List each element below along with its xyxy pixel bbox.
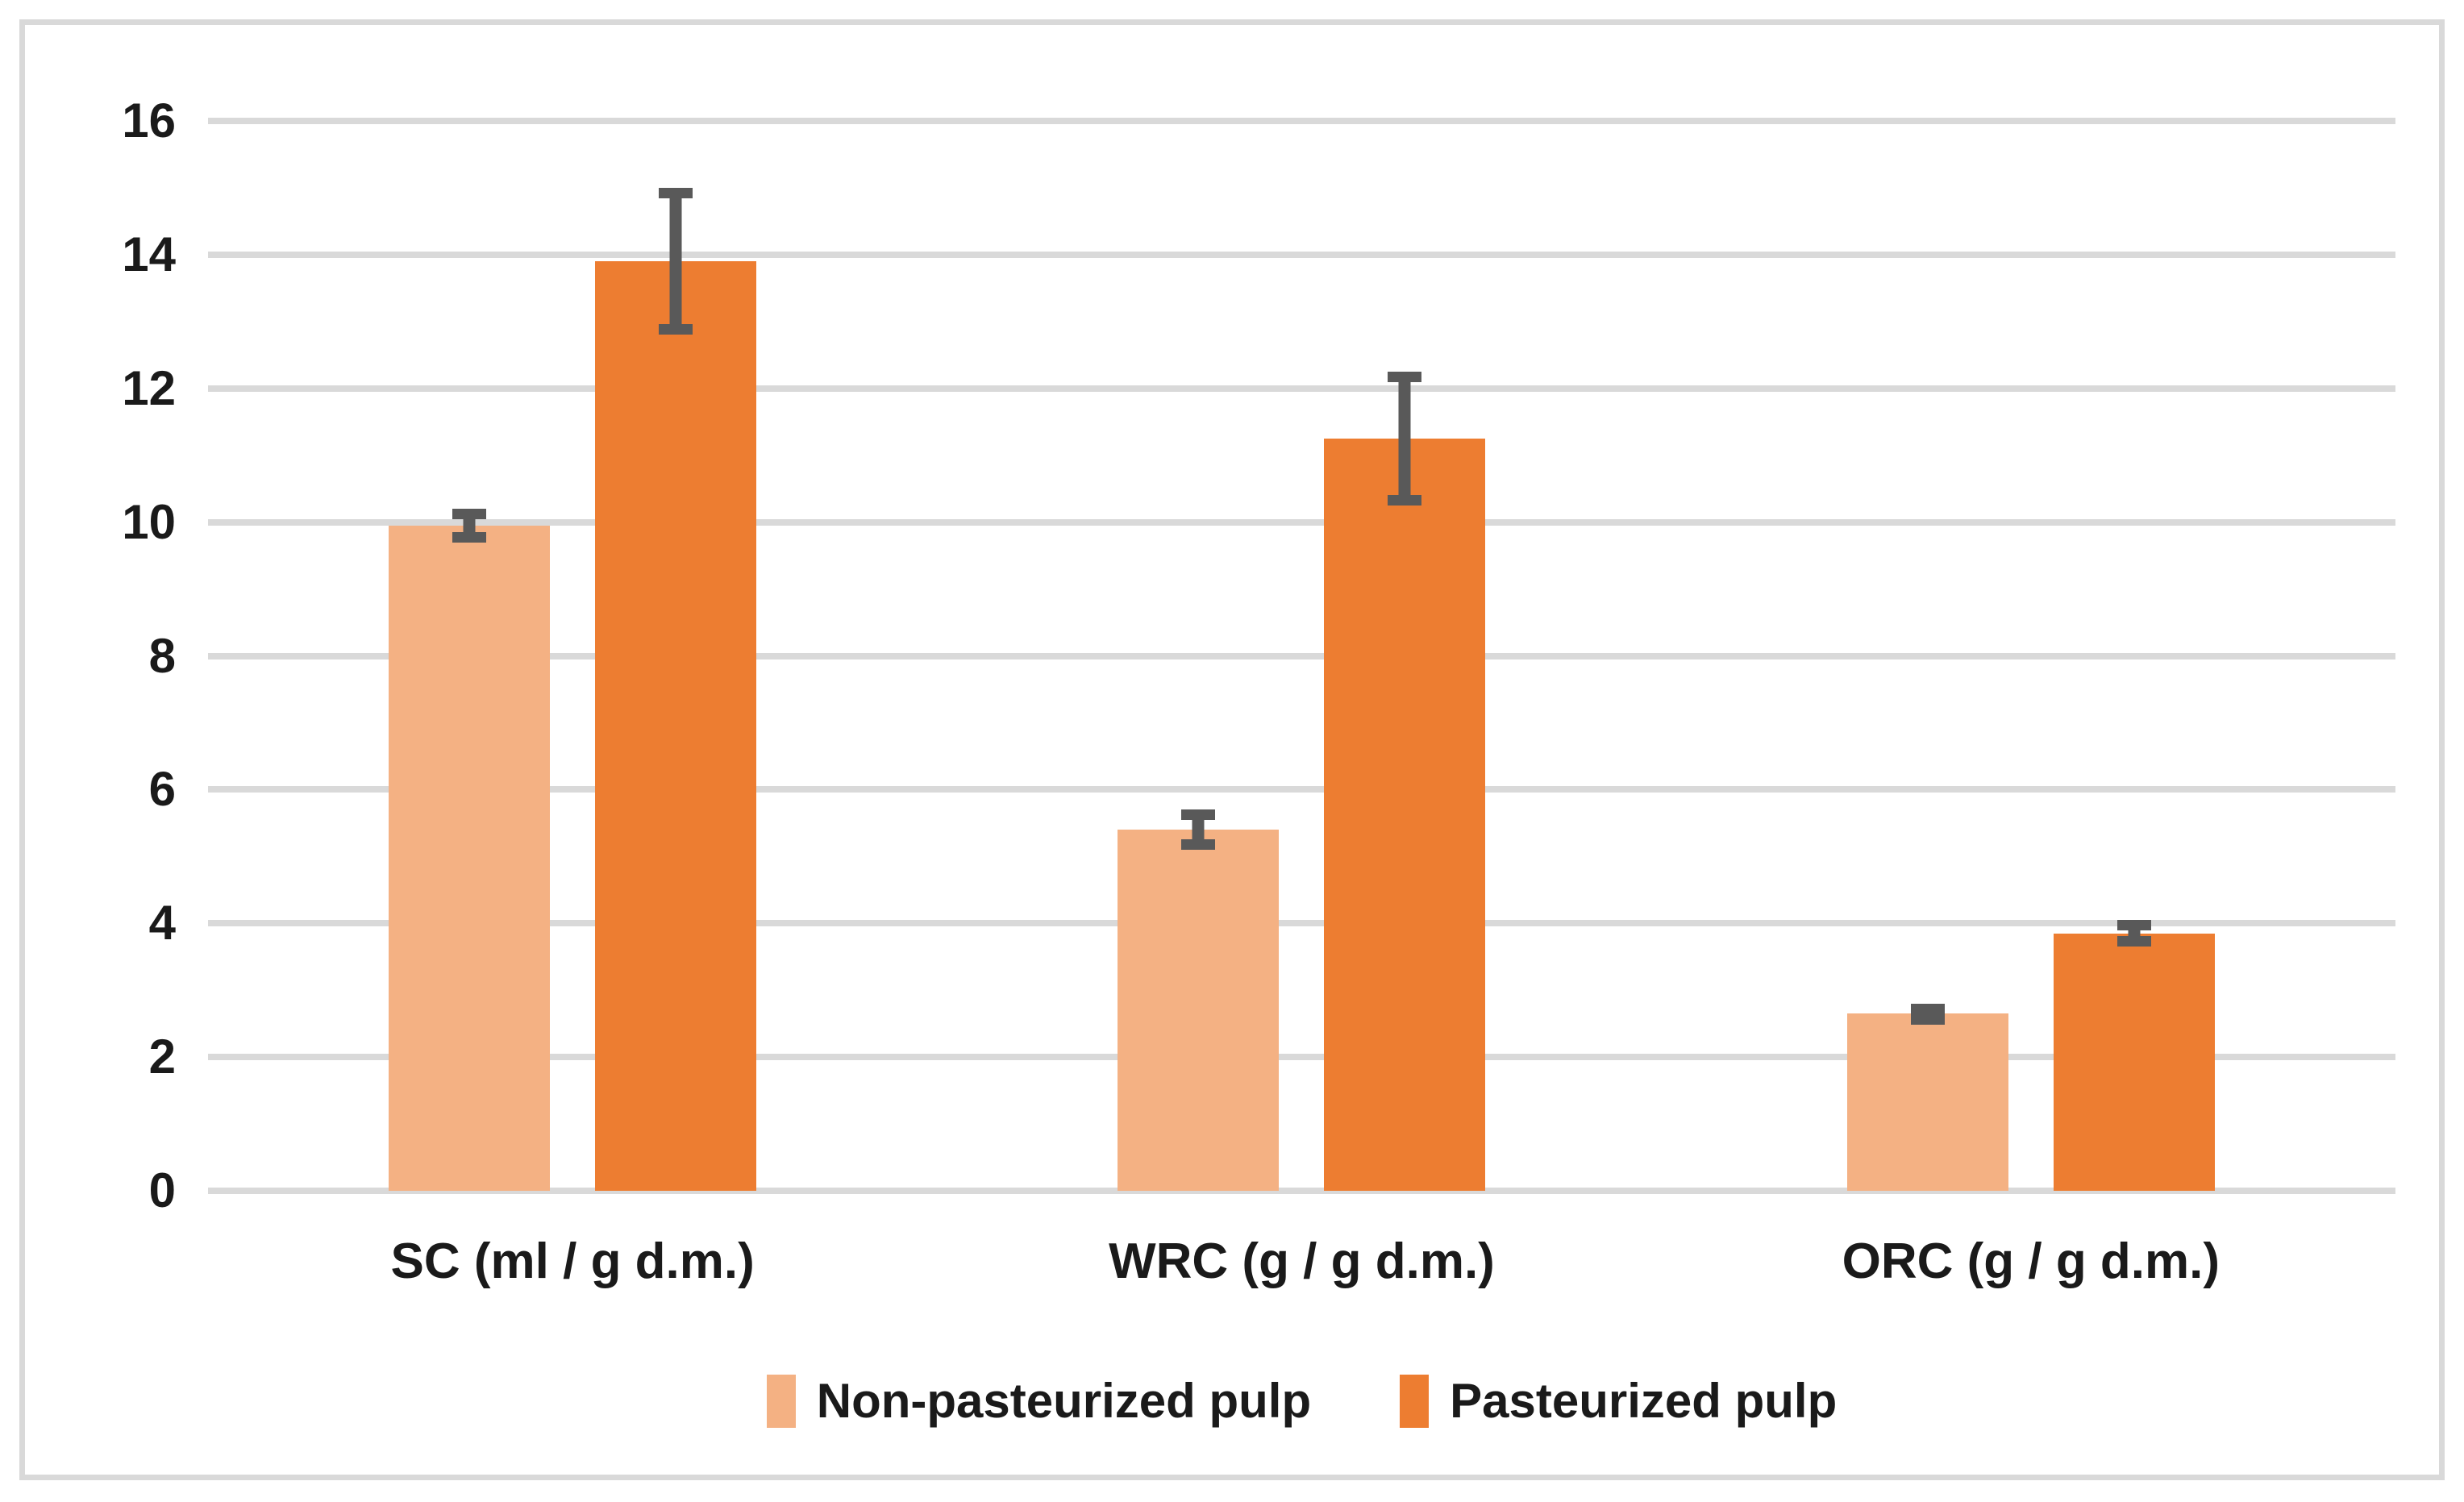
legend: Non-pasteurized pulp Pasteurized pulp xyxy=(208,1373,2395,1429)
gridline xyxy=(208,385,2395,392)
y-tick-label: 16 xyxy=(122,94,176,148)
gridline xyxy=(208,251,2395,258)
error-bar xyxy=(452,509,487,543)
bar-group xyxy=(937,121,1666,1191)
bar xyxy=(1846,1003,2008,1191)
error-bar-stem xyxy=(463,509,476,543)
legend-marker xyxy=(766,1374,796,1428)
y-tick-label: 8 xyxy=(148,628,176,683)
bar xyxy=(2053,920,2215,1191)
bar-groups-layer xyxy=(208,121,2395,1191)
gridline xyxy=(208,920,2395,927)
legend-item: Pasteurized pulp xyxy=(1400,1373,1837,1429)
y-tick-label: 6 xyxy=(148,762,176,817)
legend-item: Non-pasteurized pulp xyxy=(766,1373,1312,1429)
x-axis-label: WRC (g / g d.m.) xyxy=(1109,1234,1495,1289)
bar-group xyxy=(1667,121,2395,1191)
legend-marker xyxy=(1400,1374,1430,1428)
x-axis: SC (ml / g d.m.) WRC (g / g d.m.) ORC (g /… xyxy=(208,1233,2395,1290)
error-bar xyxy=(2116,920,2151,947)
legend-label: Pasteurized pulp xyxy=(1450,1374,1838,1428)
gridline xyxy=(208,518,2395,526)
gridline xyxy=(208,1188,2395,1194)
bar xyxy=(1118,809,1280,1191)
bar xyxy=(1324,372,1486,1191)
gridline xyxy=(208,1054,2395,1061)
chart-frame: 0 2 4 6 8 10 12 14 16 SC (ml / g d.m.) WRC (g / g… xyxy=(19,19,2445,1480)
gridline xyxy=(208,652,2395,659)
legend-label: Non-pasteurized pulp xyxy=(816,1374,1312,1428)
error-bar xyxy=(1388,372,1422,506)
error-bar xyxy=(1910,1003,1945,1025)
plot-area: 0 2 4 6 8 10 12 14 16 xyxy=(122,97,2395,1215)
x-axis-label: ORC (g / g d.m.) xyxy=(1842,1234,2221,1289)
bar xyxy=(595,187,757,1191)
error-bar xyxy=(1181,809,1216,851)
error-bar-stem xyxy=(1921,1003,1934,1024)
y-tick-label: 0 xyxy=(148,1163,176,1217)
error-bar-stem xyxy=(1398,372,1411,506)
y-tick-label: 12 xyxy=(122,360,176,415)
gridline xyxy=(208,118,2395,124)
error-bar-stem xyxy=(2128,920,2141,947)
error-bar-stem xyxy=(669,187,682,335)
y-tick-label: 4 xyxy=(148,896,176,951)
error-bar xyxy=(659,187,693,335)
x-axis-label: SC (ml / g d.m.) xyxy=(390,1234,755,1289)
y-tick-label: 10 xyxy=(122,494,176,549)
bar-group xyxy=(208,121,937,1191)
y-tick-label: 2 xyxy=(148,1030,176,1084)
gridline xyxy=(208,786,2395,793)
bar xyxy=(389,509,551,1191)
error-bar-stem xyxy=(1192,809,1205,851)
y-tick-label: 14 xyxy=(122,227,176,281)
